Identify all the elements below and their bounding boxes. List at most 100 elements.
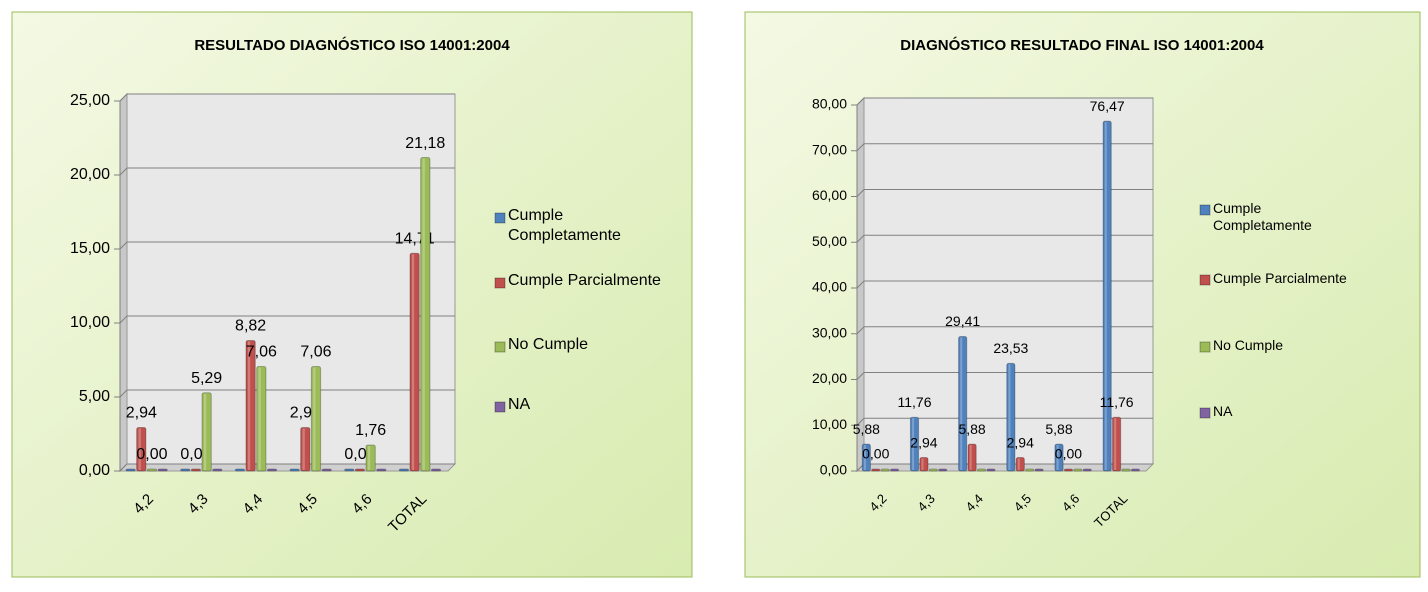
bar [430,468,442,472]
bar-highlight [203,393,207,470]
legend-label: Cumple Completamente [508,207,621,244]
y-tick-label: 30,00 [812,324,847,340]
grid-line [119,167,455,176]
legend-swatch [494,212,506,224]
grid-line [119,241,455,250]
bar-highlight [138,428,141,470]
bar [180,468,191,472]
legend-swatch [494,341,506,353]
bar-highlight [1114,418,1117,470]
legend-label: No Cumple [1213,336,1284,353]
grid-line [119,93,455,102]
data-label: 76,47 [1090,98,1125,114]
bar [1025,468,1035,472]
bar [958,335,968,472]
data-label: 2,94 [1007,434,1034,450]
legend-entry: Cumple Completamente [1213,200,1312,234]
bar [201,392,212,472]
bar [1006,362,1016,472]
data-label: 1,76 [355,422,386,439]
bar [256,366,267,472]
legend-swatch [1199,204,1211,216]
y-tick-label: 20,00 [812,370,847,386]
bar-highlight [912,418,915,470]
bar [376,468,387,472]
data-label: 0,00 [1055,446,1082,462]
bar [409,252,420,472]
bar [365,444,376,472]
y-tick-label: 5,00 [79,388,110,405]
bar [398,468,410,472]
bar [300,426,311,472]
bar-highlight [1056,445,1059,470]
data-label: 5,88 [1045,421,1072,437]
y-tick-label: 25,00 [70,92,110,109]
data-label: 7,06 [300,344,331,361]
bar [146,468,158,472]
data-label: 2,94 [910,434,937,450]
bar [310,366,322,472]
chart: DIAGNÓSTICO RESULTADO FINAL ISO 14001:20… [744,11,1421,578]
grid-line [856,417,1153,426]
legend-swatch [1199,341,1211,353]
y-tick-label: 70,00 [812,141,847,157]
bar-highlight [960,337,963,470]
bar [1102,120,1112,472]
bar [125,468,136,472]
bar [1121,468,1131,472]
legend-swatch [1199,274,1211,286]
data-label: 5,88 [853,421,880,437]
grid-line [119,389,455,398]
data-label: 7,06 [246,344,277,361]
grid-line [856,143,1153,152]
legend-label: NA [508,396,531,413]
legend-label: Cumple Parcialmente [1213,269,1347,286]
y-tick-label: 0,00 [820,462,847,478]
grid-line [856,189,1153,197]
bar [938,468,948,472]
bar-highlight [411,254,415,470]
data-label: 23,53 [993,340,1028,356]
bar [212,468,223,472]
data-label: 29,41 [945,313,980,329]
y-tick-label: 80,00 [812,96,847,112]
bar [880,468,890,472]
y-tick-label: 60,00 [812,187,847,203]
data-label: 0,00 [136,446,167,463]
bar [190,468,202,472]
bar-highlight [258,367,261,470]
y-tick-label: 10,00 [812,416,847,432]
bar [344,468,355,472]
bar [909,416,920,472]
bar [1073,468,1083,472]
bar-highlight [247,341,251,470]
bar [1130,468,1141,472]
legend-entry: NA [1213,402,1233,419]
bar [889,468,900,472]
bar-highlight [367,445,371,470]
legend-entry: No Cumple [1213,336,1284,353]
data-label: 11,76 [1100,394,1134,410]
bar-highlight [1008,364,1011,470]
y-tick-label: 10,00 [70,314,110,331]
legend-label: NA [1213,402,1233,419]
bar [976,468,987,472]
legend-entry: No Cumple [508,336,588,353]
y-tick-label: 0,00 [79,462,110,479]
legend-entry: Cumple Completamente [508,207,621,244]
grid-line [119,315,455,324]
bar [967,443,977,472]
bar [266,468,278,472]
data-label: 5,29 [191,370,222,387]
bar [986,468,996,472]
chart: RESULTADO DIAGNÓSTICO ISO 14001:2004 0,00… [11,11,693,578]
bar [861,443,871,472]
bar-highlight [863,445,866,470]
grid-line [856,234,1153,243]
bar [919,457,929,472]
legend-label: Cumple Parcialmente [508,272,661,289]
grid-line [856,326,1153,335]
y-tick-label: 40,00 [812,279,847,295]
bar-highlight [302,428,305,470]
